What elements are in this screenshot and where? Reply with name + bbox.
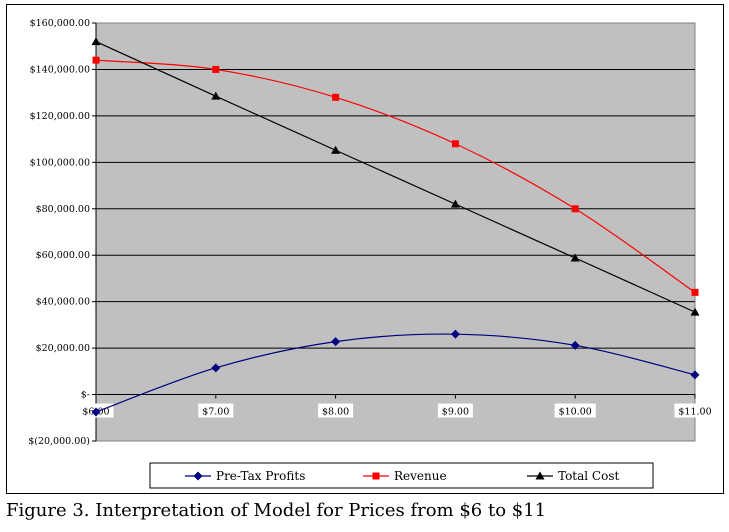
x-tick-label-bg bbox=[674, 403, 716, 418]
data-point-total-cost bbox=[690, 307, 700, 316]
data-point-revenue bbox=[212, 65, 220, 73]
data-point-pre-tax-profits bbox=[690, 370, 700, 380]
x-tick-label: $9.00 bbox=[442, 407, 469, 418]
x-tick-label: $8.00 bbox=[322, 407, 349, 418]
data-point-pre-tax-profits bbox=[91, 407, 101, 417]
data-point-revenue bbox=[92, 56, 100, 64]
data-point-pre-tax-profits bbox=[211, 363, 221, 373]
series-layer bbox=[91, 37, 700, 417]
legend-entry-pre-tax-profits: Pre-Tax Profits bbox=[185, 469, 305, 483]
series-line-total-cost bbox=[95, 41, 696, 313]
data-point-total-cost bbox=[211, 91, 221, 100]
legend-label: Revenue bbox=[394, 469, 447, 483]
data-point-total-cost bbox=[91, 37, 101, 46]
legend-label: Total Cost bbox=[558, 469, 619, 483]
legend-entry-total-cost: Total Cost bbox=[527, 469, 619, 483]
y-tick-label: $160,000.00 bbox=[30, 18, 90, 29]
data-point-pre-tax-profits bbox=[570, 340, 580, 350]
y-tick-label: $(20,000.00) bbox=[28, 436, 90, 447]
legend: Pre-Tax Profits Revenue Total Cost bbox=[149, 462, 654, 489]
y-tick-label: $140,000.00 bbox=[30, 64, 90, 75]
y-tick-label: $20,000.00 bbox=[36, 343, 90, 354]
series-line-revenue bbox=[95, 59, 696, 293]
data-point-pre-tax-profits bbox=[450, 329, 460, 339]
series-pre-tax-profits bbox=[91, 329, 700, 417]
series-total-cost bbox=[91, 37, 700, 316]
series-revenue bbox=[92, 56, 699, 296]
data-point-pre-tax-profits bbox=[331, 337, 341, 347]
x-tick-label-bg bbox=[198, 403, 234, 418]
legend-marker bbox=[535, 471, 545, 480]
x-tick-label: $10.00 bbox=[559, 407, 592, 418]
legend-marker bbox=[193, 471, 203, 481]
x-tick-label-bg bbox=[554, 403, 596, 418]
legend-entry-revenue: Revenue bbox=[363, 469, 447, 483]
y-tick-label: $100,000.00 bbox=[30, 157, 90, 168]
data-point-total-cost bbox=[570, 253, 580, 262]
data-point-total-cost bbox=[450, 199, 460, 208]
y-tick-label: $80,000.00 bbox=[36, 204, 90, 215]
y-axis: $(20,000.00) $- $20,000.00 $40,000.00 $60,00… bbox=[28, 18, 97, 447]
data-point-revenue bbox=[571, 205, 579, 213]
legend-marker bbox=[372, 472, 380, 480]
y-tick-label: $- bbox=[81, 390, 90, 401]
plot-area bbox=[95, 22, 696, 442]
x-tick-label-bg bbox=[318, 403, 354, 418]
line-chart: $(20,000.00) $- $20,000.00 $40,000.00 $60,00… bbox=[28, 18, 716, 489]
figure-caption: Figure 3. Interpretation of Model for Pr… bbox=[6, 500, 547, 521]
data-point-revenue bbox=[691, 288, 699, 296]
y-tick-label: $60,000.00 bbox=[36, 250, 90, 261]
y-tick-label: $40,000.00 bbox=[36, 297, 90, 308]
legend-label: Pre-Tax Profits bbox=[216, 469, 305, 483]
x-tick-label: $7.00 bbox=[202, 407, 229, 418]
legend-box bbox=[149, 462, 654, 489]
y-tick-label: $120,000.00 bbox=[30, 111, 90, 122]
x-tick-label: $11.00 bbox=[678, 407, 711, 418]
series-line-pre-tax-profits bbox=[95, 333, 696, 413]
x-tick-label-bg bbox=[437, 403, 473, 418]
chart-frame: $(20,000.00) $- $20,000.00 $40,000.00 $60,00… bbox=[6, 4, 724, 494]
data-point-revenue bbox=[332, 93, 340, 101]
x-axis: $6.00$7.00$8.00$9.00$10.00$11.00 bbox=[78, 394, 716, 418]
data-point-total-cost bbox=[331, 145, 341, 154]
data-point-revenue bbox=[451, 140, 459, 148]
